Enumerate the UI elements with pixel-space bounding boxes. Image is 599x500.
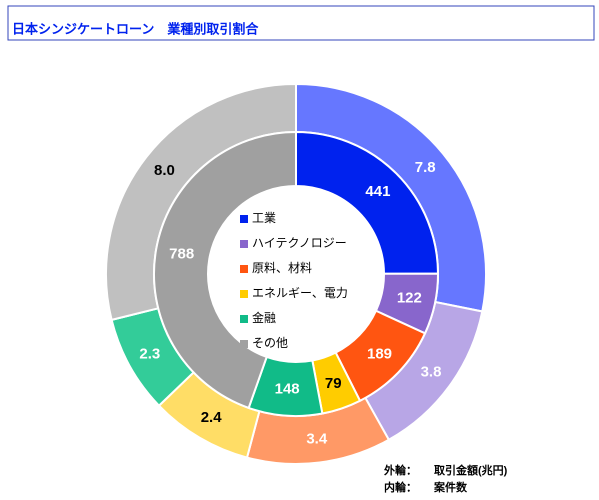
data-label: 2.3 <box>139 346 160 363</box>
data-label: 3.4 <box>306 431 328 448</box>
data-label: 79 <box>325 375 342 392</box>
legend-label: ハイテクノロジー <box>252 236 347 250</box>
legend-swatch <box>240 215 248 223</box>
note-ring: 外輪： <box>383 463 417 477</box>
note-measure: 案件数 <box>433 480 468 494</box>
legend-swatch <box>240 315 248 323</box>
data-label: 7.8 <box>415 159 436 176</box>
donut-segment <box>153 130 297 410</box>
note-ring: 内輪： <box>384 480 417 494</box>
legend-label: 原料、材料 <box>252 261 312 275</box>
title-box <box>7 5 595 41</box>
donut-segment <box>295 130 440 275</box>
legend-swatch <box>240 290 248 298</box>
data-label: 2.4 <box>201 409 223 426</box>
data-label: 788 <box>169 245 194 262</box>
data-label: 122 <box>397 290 422 307</box>
legend-swatch <box>240 340 248 348</box>
legend-label: その他 <box>252 336 288 350</box>
legend-label: エネルギー、電力 <box>252 286 348 300</box>
data-label: 3.8 <box>421 363 442 380</box>
data-label: 8.0 <box>154 162 175 179</box>
data-label: 148 <box>275 381 300 398</box>
data-label: 189 <box>367 345 392 362</box>
legend-swatch <box>240 240 248 248</box>
legend-label: 金融 <box>252 310 276 325</box>
data-label: 441 <box>365 183 390 200</box>
note-measure: 取引金額(兆円) <box>434 463 508 477</box>
chart-title: 日本シンジケートローン 業種別取引割合 <box>12 21 259 36</box>
legend-label: 工業 <box>252 211 276 225</box>
legend-swatch <box>240 265 248 273</box>
